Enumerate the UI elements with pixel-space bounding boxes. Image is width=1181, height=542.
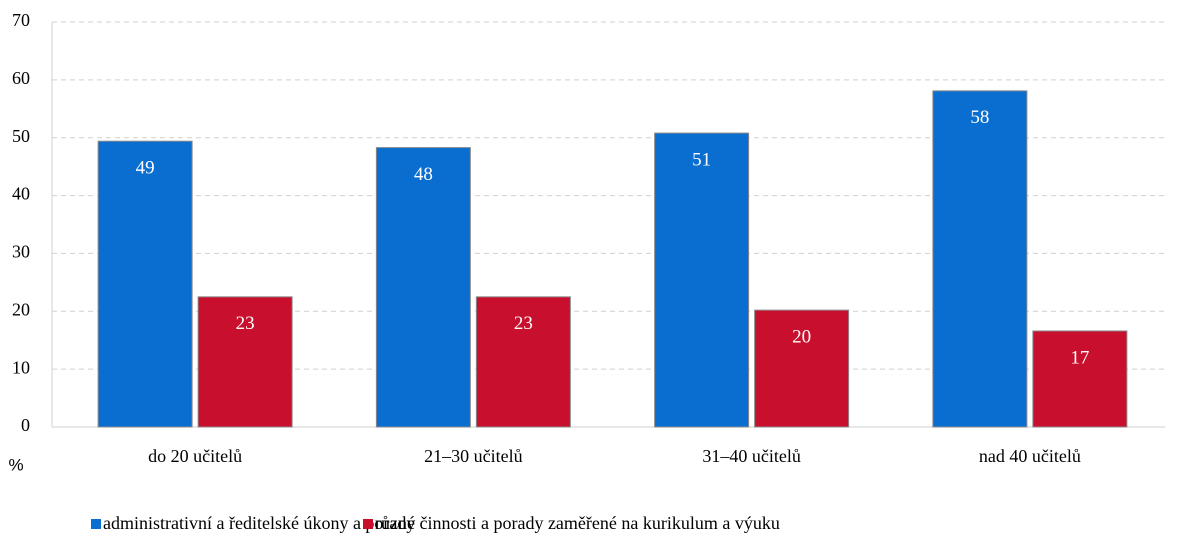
bar <box>932 90 1028 428</box>
legend-swatch <box>91 519 101 529</box>
data-label: 17 <box>1070 347 1089 368</box>
y-tick-label: 10 <box>12 357 30 377</box>
data-label: 51 <box>692 149 711 170</box>
bar <box>754 309 850 428</box>
bar <box>654 132 750 428</box>
data-label: 20 <box>792 326 811 347</box>
data-label: 58 <box>970 107 989 128</box>
y-tick-label: 20 <box>12 299 30 319</box>
y-tick-label: 70 <box>12 10 30 30</box>
y-tick-label: 0 <box>21 415 30 435</box>
x-tick-label: nad 40 učitelů <box>979 446 1081 466</box>
y-tick-label: 50 <box>12 126 30 146</box>
data-label: 23 <box>514 313 533 334</box>
x-tick-label: 21–30 učitelů <box>424 446 522 466</box>
legend-swatch <box>363 519 373 529</box>
x-tick-label: do 20 učitelů <box>148 446 242 466</box>
y-axis-label: % <box>8 455 23 474</box>
bar <box>375 147 471 428</box>
y-tick-label: 60 <box>12 68 30 88</box>
data-label: 48 <box>414 164 433 185</box>
data-label: 23 <box>236 313 255 334</box>
legend-label: různé činnosti a porady zaměřené na kuri… <box>375 513 780 533</box>
y-tick-label: 40 <box>12 184 30 204</box>
bar <box>1032 330 1128 428</box>
data-label: 49 <box>136 158 155 179</box>
bar <box>97 140 193 428</box>
y-tick-label: 30 <box>12 242 30 262</box>
bar <box>197 296 293 428</box>
legend-label: administrativní a ředitelské úkony a por… <box>103 513 415 533</box>
bar <box>475 296 571 428</box>
x-tick-label: 31–40 učitelů <box>702 446 800 466</box>
